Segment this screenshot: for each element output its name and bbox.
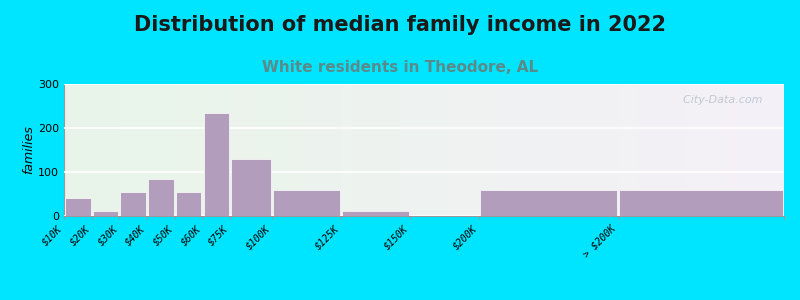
Text: Distribution of median family income in 2022: Distribution of median family income in … [134, 15, 666, 35]
Bar [93, 211, 118, 216]
Bar [231, 159, 270, 216]
Bar [65, 198, 90, 216]
Text: City-Data.com: City-Data.com [676, 94, 762, 105]
Bar [273, 190, 340, 216]
Bar [176, 192, 202, 216]
Bar [342, 211, 409, 216]
Text: White residents in Theodore, AL: White residents in Theodore, AL [262, 60, 538, 75]
Y-axis label: families: families [22, 126, 35, 174]
Bar [481, 190, 617, 216]
Bar [148, 178, 174, 216]
Bar [121, 192, 146, 216]
Bar [619, 190, 783, 216]
Bar [203, 112, 229, 216]
